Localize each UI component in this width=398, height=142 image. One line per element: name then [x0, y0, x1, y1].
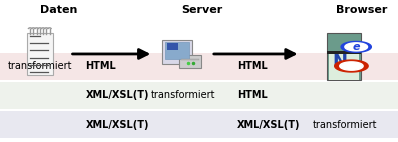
Polygon shape	[335, 60, 368, 72]
Text: Browser: Browser	[336, 5, 388, 15]
Bar	[330, 54, 359, 80]
Bar	[181, 59, 199, 60]
Polygon shape	[340, 62, 363, 70]
Text: XML/XSL(T): XML/XSL(T)	[86, 90, 149, 101]
Bar	[27, 33, 53, 75]
Bar	[179, 55, 201, 68]
Bar	[0, 111, 398, 138]
Bar	[0, 82, 398, 109]
Text: Daten: Daten	[40, 5, 77, 15]
Polygon shape	[341, 41, 371, 52]
Bar	[327, 33, 361, 80]
Text: transformiert: transformiert	[312, 120, 377, 130]
Text: HTML: HTML	[237, 90, 267, 101]
Bar	[327, 51, 361, 55]
Polygon shape	[345, 43, 368, 51]
Text: e: e	[353, 42, 360, 52]
Text: Server: Server	[181, 5, 222, 15]
Text: XML/XSL(T): XML/XSL(T)	[86, 120, 149, 130]
Bar	[162, 40, 192, 64]
Text: transformiert: transformiert	[8, 61, 72, 71]
Bar	[167, 43, 178, 50]
Text: HTML: HTML	[86, 61, 116, 71]
Text: XML/XSL(T): XML/XSL(T)	[237, 120, 300, 130]
Text: transformiert: transformiert	[151, 90, 216, 101]
Text: HTML: HTML	[237, 61, 267, 71]
Bar	[0, 53, 398, 80]
Bar	[166, 42, 189, 59]
Text: N: N	[332, 54, 347, 71]
